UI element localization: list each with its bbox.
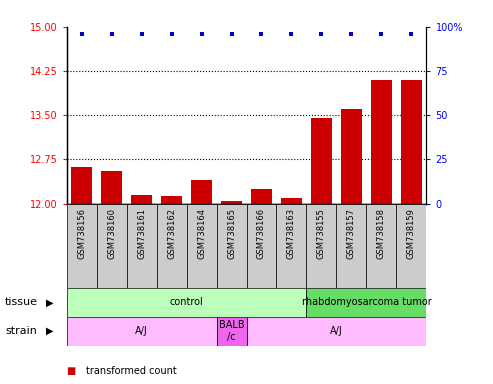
- Text: A/J: A/J: [135, 326, 148, 336]
- Bar: [216, 204, 246, 288]
- Bar: [67, 204, 97, 288]
- Text: GSM738164: GSM738164: [197, 208, 206, 259]
- Point: [257, 31, 265, 37]
- Bar: [371, 80, 392, 204]
- Point: [317, 31, 325, 37]
- Text: rhabdomyosarcoma tumor: rhabdomyosarcoma tumor: [302, 297, 431, 308]
- Bar: [246, 317, 426, 346]
- Text: control: control: [170, 297, 204, 308]
- Text: GSM738156: GSM738156: [77, 208, 86, 259]
- Bar: [341, 109, 362, 204]
- Point: [408, 31, 416, 37]
- Text: A/J: A/J: [330, 326, 343, 336]
- Text: BALB
/c: BALB /c: [219, 320, 245, 342]
- Bar: [67, 317, 216, 346]
- Point: [138, 31, 145, 37]
- Bar: [251, 189, 272, 204]
- Text: tissue: tissue: [5, 297, 38, 308]
- Point: [228, 31, 236, 37]
- Point: [198, 31, 206, 37]
- Bar: [97, 204, 127, 288]
- Text: strain: strain: [5, 326, 37, 336]
- Bar: [366, 204, 396, 288]
- Point: [77, 31, 85, 37]
- Bar: [161, 197, 182, 204]
- Text: GSM738161: GSM738161: [137, 208, 146, 259]
- Bar: [127, 204, 157, 288]
- Text: transformed count: transformed count: [86, 366, 177, 376]
- Text: GSM738160: GSM738160: [107, 208, 116, 259]
- Bar: [221, 200, 242, 204]
- Bar: [246, 204, 277, 288]
- Point: [378, 31, 386, 37]
- Point: [348, 31, 355, 37]
- Bar: [307, 288, 426, 317]
- Text: ▶: ▶: [45, 297, 53, 308]
- Bar: [277, 204, 307, 288]
- Bar: [401, 80, 422, 204]
- Bar: [67, 288, 307, 317]
- Text: GSM738155: GSM738155: [317, 208, 326, 258]
- Text: GSM738165: GSM738165: [227, 208, 236, 259]
- Text: GSM738157: GSM738157: [347, 208, 356, 259]
- Bar: [216, 317, 246, 346]
- Text: GSM738166: GSM738166: [257, 208, 266, 259]
- Text: GSM738158: GSM738158: [377, 208, 386, 259]
- Bar: [307, 204, 336, 288]
- Text: ■: ■: [67, 366, 76, 376]
- Bar: [71, 167, 92, 204]
- Text: ▶: ▶: [45, 326, 53, 336]
- Point: [107, 31, 115, 37]
- Text: GSM738162: GSM738162: [167, 208, 176, 259]
- Bar: [336, 204, 366, 288]
- Point: [287, 31, 295, 37]
- Text: GSM738159: GSM738159: [407, 208, 416, 258]
- Bar: [191, 180, 212, 204]
- Bar: [186, 204, 216, 288]
- Bar: [396, 204, 426, 288]
- Bar: [311, 118, 332, 204]
- Text: GSM738163: GSM738163: [287, 208, 296, 259]
- Bar: [131, 195, 152, 204]
- Point: [168, 31, 176, 37]
- Bar: [157, 204, 186, 288]
- Bar: [101, 170, 122, 204]
- Bar: [281, 198, 302, 204]
